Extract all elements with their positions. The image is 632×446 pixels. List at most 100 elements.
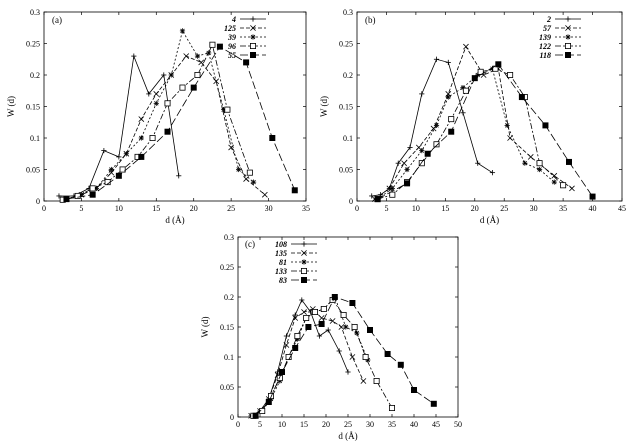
data-point [351,323,358,330]
x-tick-label: 0 [355,204,359,213]
data-point [259,407,266,414]
y-tick-label: 0.05 [339,166,353,175]
data-point [265,398,272,405]
series-108 [248,297,351,419]
y-axis-label: W (d) [319,96,329,117]
data-point [74,192,81,199]
x-tick-label: 45 [618,204,626,213]
x-tick-label: 0 [42,204,46,213]
x-tick-label: 10 [412,204,420,213]
data-point [179,84,186,91]
data-point [397,361,404,368]
data-point [418,160,425,167]
data-point [448,116,455,123]
x-tick-label: 5 [79,204,83,213]
legend-label: 81 [279,258,287,267]
data-point [123,151,129,157]
legend-label: 139 [539,33,551,42]
series-125 [63,53,268,202]
data-point [433,141,440,148]
y-tick-label: 0 [349,197,353,206]
data-point [384,350,391,357]
y-tick-label: 0.3 [224,233,234,242]
data-point [419,148,425,154]
x-tick-label: 45 [432,420,440,429]
series-line [66,46,296,200]
y-tick-label: 0.3 [343,8,353,17]
data-point [209,41,216,48]
data-point [460,110,466,116]
x-tick-label: 0 [236,420,240,429]
series-122 [374,65,567,203]
data-point [278,368,285,375]
legend-label: 39 [227,33,236,42]
legend-entry: 135 [275,249,317,258]
legend-label: 2 [546,15,551,24]
data-point [336,348,342,354]
data-point [261,191,268,198]
data-point [89,191,96,198]
data-point [388,404,395,411]
data-point [285,353,292,360]
data-point [374,196,381,203]
data-point [566,158,573,165]
data-point [320,305,327,312]
data-point [116,154,122,160]
legend-entry: 83 [279,276,317,285]
data-point [168,72,174,78]
series-line [374,45,573,200]
data-point [362,353,369,360]
legend-marker [250,16,256,22]
legend-entry: 2 [546,15,581,24]
legend-marker [301,241,307,247]
x-tick-label: 25 [344,420,352,429]
data-point [216,43,223,50]
y-tick-label: 0.2 [224,293,234,302]
x-axis-label: d (Å) [165,215,184,225]
data-point [354,330,360,336]
y-tick-label: 0.25 [220,263,234,272]
data-point [463,43,469,50]
legend-entry: 108 [275,240,317,249]
data-point [518,94,525,101]
y-tick-label: 0 [36,197,40,206]
data-point [291,187,298,194]
data-point [569,185,575,192]
data-point [389,191,396,198]
data-point [292,312,298,318]
series-96 [59,41,253,203]
x-tick-label: 35 [302,204,310,213]
legend-label: 83 [279,276,287,285]
series-39 [63,28,257,202]
x-tick-label: 10 [115,204,123,213]
data-point [63,196,70,203]
legend-marker [565,43,572,50]
plot-frame [356,11,623,202]
legend-entry: 118 [539,51,581,60]
data-point [536,166,543,173]
data-point [462,87,469,94]
x-tick-label: 20 [471,204,479,213]
data-point [551,179,557,185]
x-tick-label: 35 [559,204,567,213]
legend-entry: 96 [228,42,266,51]
data-point [101,148,107,154]
data-point [424,150,431,157]
panel-c: 0 5 10 15 20 25 30 35 40 45 50 0 0.05 0.1 0.15 0.2 0.25 0… [200,233,462,441]
data-point [389,185,395,191]
data-point [194,53,201,59]
legend-entry: 125 [224,24,266,33]
legend-entry: 57 [543,24,581,33]
series-line [66,29,254,200]
legend-label: 108 [275,240,287,249]
y-tick-label: 0.1 [30,134,40,143]
data-point [303,314,310,321]
data-point [343,324,349,330]
data-point [445,59,451,65]
legend-entry: 55 [228,51,266,60]
data-point [445,94,451,100]
data-point [246,169,253,176]
data-point [404,166,410,173]
data-point [401,160,407,167]
